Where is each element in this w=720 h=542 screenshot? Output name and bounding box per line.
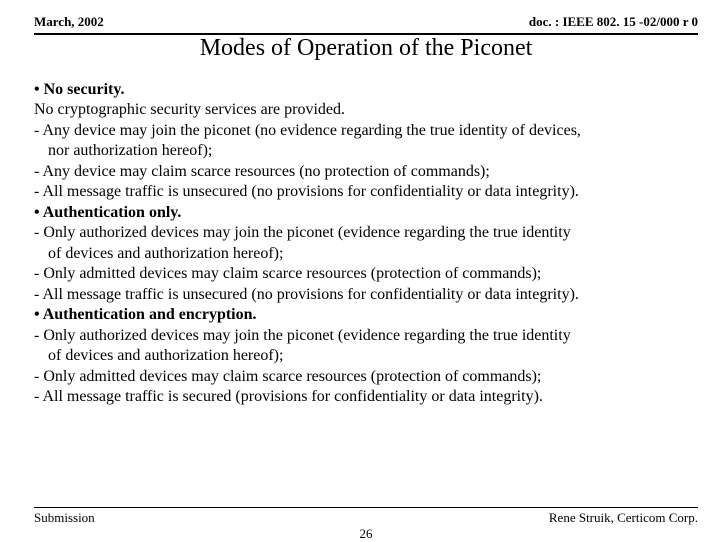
footer-rule bbox=[34, 507, 698, 508]
bullet-auth-only: • Authentication only. bbox=[34, 203, 698, 223]
line: - All message traffic is secured (provis… bbox=[34, 387, 698, 407]
line: - All message traffic is unsecured (no p… bbox=[34, 285, 698, 305]
bullet-auth-only-label: • Authentication only. bbox=[34, 204, 181, 221]
line: - Any device may claim scarce resources … bbox=[34, 162, 698, 182]
line: - Any device may join the piconet (no ev… bbox=[34, 121, 698, 141]
footer-row: Submission Rene Struik, Certicom Corp. bbox=[34, 510, 698, 526]
footer-right: Rene Struik, Certicom Corp. bbox=[549, 510, 698, 526]
bullet-auth-enc: • Authentication and encryption. bbox=[34, 305, 698, 325]
bullet-no-security: • No security. bbox=[34, 80, 698, 100]
bullet-no-security-label: • No security. bbox=[34, 81, 124, 98]
header-right: doc. : IEEE 802. 15 -02/000 r 0 bbox=[529, 14, 698, 30]
line-indent: nor authorization hereof); bbox=[34, 141, 698, 161]
header: March, 2002 doc. : IEEE 802. 15 -02/000 … bbox=[34, 14, 698, 32]
line: No cryptographic security services are p… bbox=[34, 100, 698, 120]
line-indent: of devices and authorization hereof); bbox=[34, 244, 698, 264]
bullet-auth-enc-label: • Authentication and encryption. bbox=[34, 306, 257, 323]
footer-left: Submission bbox=[34, 510, 95, 526]
line: - All message traffic is unsecured (no p… bbox=[34, 182, 698, 202]
line: - Only admitted devices may claim scarce… bbox=[34, 264, 698, 284]
line: - Only authorized devices may join the p… bbox=[34, 326, 698, 346]
footer: Submission Rene Struik, Certicom Corp. 2… bbox=[34, 507, 698, 526]
slide-page: March, 2002 doc. : IEEE 802. 15 -02/000 … bbox=[0, 0, 720, 540]
line: - Only admitted devices may claim scarce… bbox=[34, 367, 698, 387]
slide-title: Modes of Operation of the Piconet bbox=[34, 35, 698, 62]
line-indent: of devices and authorization hereof); bbox=[34, 346, 698, 366]
header-left: March, 2002 bbox=[34, 14, 104, 30]
line: - Only authorized devices may join the p… bbox=[34, 223, 698, 243]
body-text: • No security. No cryptographic security… bbox=[34, 80, 698, 408]
